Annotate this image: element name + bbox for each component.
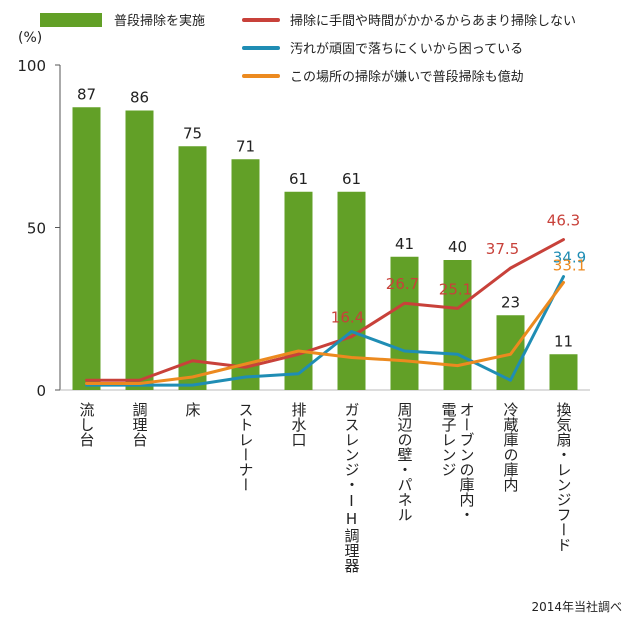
line-series-1: [85, 238, 565, 382]
legend-line-1: 掃除に手間や時間がかかるからあまり掃除しない: [242, 10, 576, 29]
bar-value-label: 86: [130, 89, 149, 107]
bar-value-label: 71: [236, 137, 255, 155]
line-series-3: [85, 280, 565, 385]
legend-bar-label: 普段掃除を実施: [114, 14, 206, 29]
bar-value-label: 11: [554, 332, 573, 350]
bar-value-label: 61: [289, 170, 308, 188]
bar: [337, 191, 366, 390]
x-category-label: 電子レンジ: [440, 402, 458, 477]
bar: [72, 107, 101, 390]
bar: [284, 191, 313, 390]
x-category-label: 流し台: [78, 402, 96, 447]
bar: [125, 110, 154, 390]
bar-value-label: 75: [183, 124, 202, 142]
legend-bar-swatch: [40, 12, 102, 27]
source-note: 2014年当社調べ: [531, 600, 622, 614]
x-category-label: ストレーナー: [237, 402, 255, 492]
legend-line-2-swatch: [242, 45, 280, 50]
bar: [443, 260, 472, 390]
line-value-label: 26.7: [386, 275, 419, 293]
legend-line-3: この場所の掃除が嫌いで普段掃除も億劫: [242, 66, 524, 85]
bar-value-label: 61: [342, 170, 361, 188]
bar-value-label: 23: [501, 293, 520, 311]
legend-bar: 普段掃除を実施: [40, 10, 205, 29]
bar: [390, 256, 419, 390]
bar-value-label: 87: [77, 85, 96, 103]
legend-line-3-swatch: [242, 73, 280, 78]
line-value-label: 25.1: [439, 280, 472, 298]
x-category-label: オーブンの庫内・: [458, 402, 476, 522]
x-category-label: 排水口: [290, 402, 308, 447]
x-category-label: 床: [184, 402, 202, 417]
x-category-label: ガスレンジ・IH調理器: [343, 402, 361, 573]
x-category-label: 換気扇・レンジフード: [555, 402, 573, 552]
bar-value-label: 40: [448, 238, 467, 256]
legend-line-3-label: この場所の掃除が嫌いで普段掃除も億劫: [290, 70, 524, 85]
line-value-label: 16.4: [331, 309, 364, 327]
line-value-label: 34.9: [553, 249, 586, 267]
bar: [231, 159, 260, 390]
legend-line-2-label: 汚れが頑固で落ちにくいから困っている: [290, 42, 524, 57]
line-series-2: [85, 275, 565, 387]
bar: [549, 354, 578, 390]
legend-line-1-label: 掃除に手間や時間がかかるからあまり掃除しない: [290, 14, 577, 29]
x-category-label: 冷蔵庫の庫内: [502, 402, 520, 493]
bar-value-label: 41: [395, 235, 414, 253]
line-value-label: 33.1: [553, 256, 586, 274]
line-value-label: 46.3: [547, 212, 580, 230]
legend-line-1-swatch: [242, 17, 280, 22]
line-value-label: 37.5: [486, 240, 519, 258]
y-axis-unit: (%): [18, 30, 43, 46]
bar: [178, 146, 207, 390]
x-category-label: 調理台: [131, 402, 149, 447]
x-category-label: 周辺の壁・パネル: [396, 402, 414, 522]
y-tick-label: 100: [17, 57, 46, 75]
y-tick-label: 0: [36, 382, 46, 400]
y-tick-label: 50: [27, 220, 46, 238]
legend-line-2: 汚れが頑固で落ちにくいから困っている: [242, 38, 523, 57]
